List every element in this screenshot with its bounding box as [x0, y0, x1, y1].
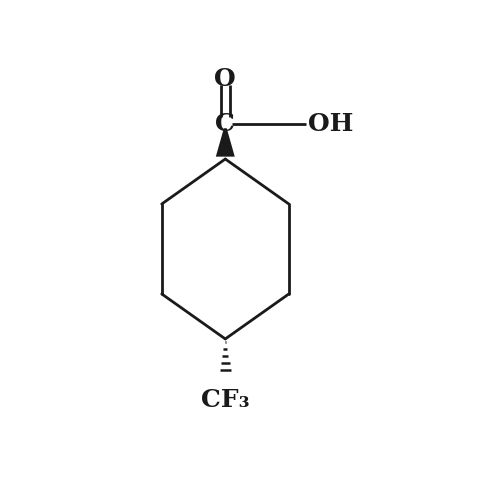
Polygon shape: [216, 128, 235, 157]
Text: OH: OH: [308, 112, 354, 136]
Text: O: O: [215, 67, 236, 91]
Text: C: C: [216, 112, 235, 136]
Text: CF₃: CF₃: [201, 388, 250, 412]
